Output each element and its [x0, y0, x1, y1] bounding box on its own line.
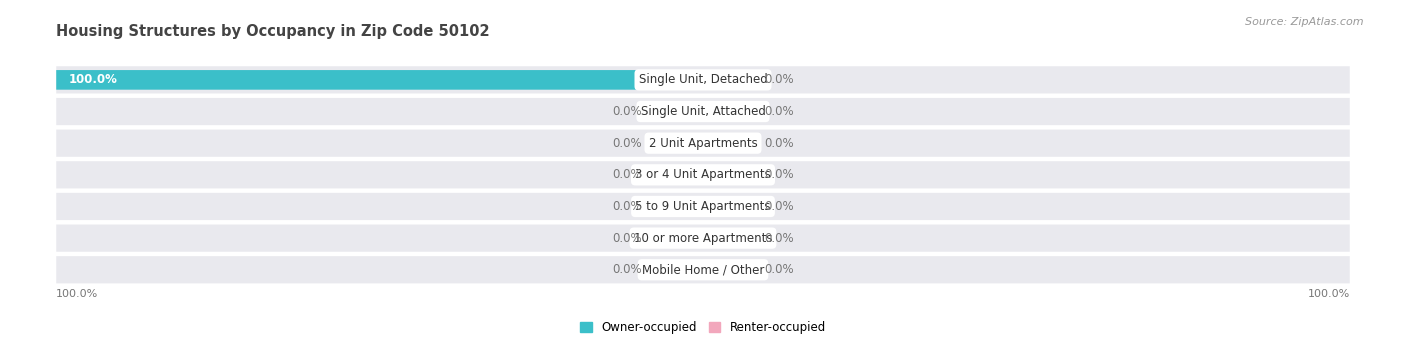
- FancyBboxPatch shape: [56, 70, 703, 90]
- Text: 0.0%: 0.0%: [612, 105, 641, 118]
- Text: 0.0%: 0.0%: [765, 263, 794, 276]
- FancyBboxPatch shape: [703, 260, 755, 280]
- FancyBboxPatch shape: [56, 224, 1350, 252]
- Text: 0.0%: 0.0%: [612, 232, 641, 244]
- Text: 0.0%: 0.0%: [765, 137, 794, 150]
- FancyBboxPatch shape: [651, 165, 703, 184]
- FancyBboxPatch shape: [56, 161, 1350, 189]
- Text: 5 to 9 Unit Apartments: 5 to 9 Unit Apartments: [636, 200, 770, 213]
- Text: 10 or more Apartments: 10 or more Apartments: [634, 232, 772, 244]
- FancyBboxPatch shape: [56, 66, 1350, 93]
- Text: 0.0%: 0.0%: [612, 263, 641, 276]
- Text: Single Unit, Attached: Single Unit, Attached: [641, 105, 765, 118]
- Text: 100.0%: 100.0%: [56, 288, 98, 298]
- Legend: Owner-occupied, Renter-occupied: Owner-occupied, Renter-occupied: [579, 321, 827, 334]
- Text: Source: ZipAtlas.com: Source: ZipAtlas.com: [1246, 17, 1364, 27]
- FancyBboxPatch shape: [56, 98, 1350, 125]
- Text: 0.0%: 0.0%: [612, 168, 641, 181]
- Text: Single Unit, Detached: Single Unit, Detached: [638, 73, 768, 86]
- Text: 2 Unit Apartments: 2 Unit Apartments: [648, 137, 758, 150]
- FancyBboxPatch shape: [56, 193, 1350, 220]
- Text: 3 or 4 Unit Apartments: 3 or 4 Unit Apartments: [636, 168, 770, 181]
- Text: 0.0%: 0.0%: [765, 168, 794, 181]
- FancyBboxPatch shape: [56, 256, 1350, 283]
- FancyBboxPatch shape: [651, 133, 703, 153]
- Text: 0.0%: 0.0%: [765, 200, 794, 213]
- Text: 100.0%: 100.0%: [69, 73, 118, 86]
- Text: 0.0%: 0.0%: [612, 200, 641, 213]
- Text: 0.0%: 0.0%: [765, 73, 794, 86]
- FancyBboxPatch shape: [703, 70, 755, 90]
- FancyBboxPatch shape: [703, 165, 755, 184]
- Text: 100.0%: 100.0%: [1308, 288, 1350, 298]
- Text: Housing Structures by Occupancy in Zip Code 50102: Housing Structures by Occupancy in Zip C…: [56, 24, 489, 39]
- Text: Mobile Home / Other: Mobile Home / Other: [641, 263, 765, 276]
- Text: 0.0%: 0.0%: [765, 105, 794, 118]
- FancyBboxPatch shape: [703, 197, 755, 216]
- FancyBboxPatch shape: [651, 102, 703, 121]
- Text: 0.0%: 0.0%: [612, 137, 641, 150]
- FancyBboxPatch shape: [651, 228, 703, 248]
- FancyBboxPatch shape: [651, 260, 703, 280]
- FancyBboxPatch shape: [703, 228, 755, 248]
- FancyBboxPatch shape: [651, 197, 703, 216]
- Text: 0.0%: 0.0%: [765, 232, 794, 244]
- FancyBboxPatch shape: [56, 130, 1350, 157]
- FancyBboxPatch shape: [703, 102, 755, 121]
- FancyBboxPatch shape: [703, 133, 755, 153]
